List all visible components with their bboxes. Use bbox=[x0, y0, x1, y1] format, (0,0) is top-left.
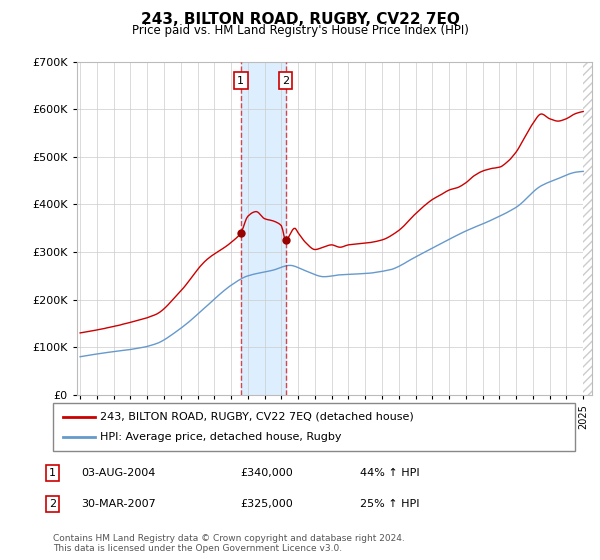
Text: 1: 1 bbox=[237, 76, 244, 86]
Text: £325,000: £325,000 bbox=[240, 499, 293, 509]
Text: 1: 1 bbox=[49, 468, 56, 478]
Text: HPI: Average price, detached house, Rugby: HPI: Average price, detached house, Rugb… bbox=[100, 432, 341, 442]
Text: 25% ↑ HPI: 25% ↑ HPI bbox=[360, 499, 419, 509]
Text: Price paid vs. HM Land Registry's House Price Index (HPI): Price paid vs. HM Land Registry's House … bbox=[131, 24, 469, 37]
Bar bbox=[241, 62, 286, 395]
Text: 44% ↑ HPI: 44% ↑ HPI bbox=[360, 468, 419, 478]
Text: 243, BILTON ROAD, RUGBY, CV22 7EQ: 243, BILTON ROAD, RUGBY, CV22 7EQ bbox=[140, 12, 460, 27]
Text: 2: 2 bbox=[49, 499, 56, 509]
Text: 243, BILTON ROAD, RUGBY, CV22 7EQ (detached house): 243, BILTON ROAD, RUGBY, CV22 7EQ (detac… bbox=[100, 412, 413, 422]
FancyBboxPatch shape bbox=[53, 403, 575, 451]
Text: 30-MAR-2007: 30-MAR-2007 bbox=[81, 499, 156, 509]
Text: 03-AUG-2004: 03-AUG-2004 bbox=[81, 468, 155, 478]
Text: £340,000: £340,000 bbox=[240, 468, 293, 478]
Text: Contains HM Land Registry data © Crown copyright and database right 2024.
This d: Contains HM Land Registry data © Crown c… bbox=[53, 534, 404, 553]
Text: 2: 2 bbox=[282, 76, 289, 86]
